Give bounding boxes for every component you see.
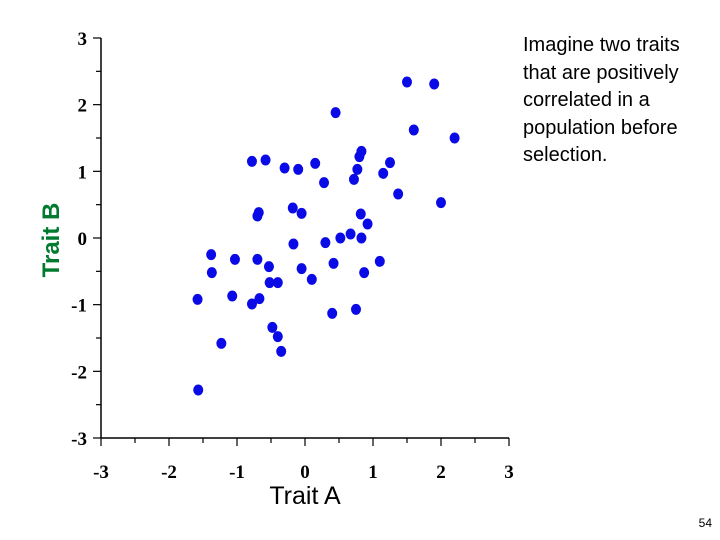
x-tick-label: 2	[436, 462, 446, 483]
data-point	[356, 232, 367, 244]
data-point	[279, 162, 290, 174]
data-point	[253, 207, 264, 219]
data-point	[216, 337, 227, 349]
data-point	[246, 298, 257, 310]
data-point	[449, 132, 460, 144]
data-point	[276, 345, 287, 357]
data-point	[252, 253, 263, 265]
data-point	[356, 145, 367, 157]
data-point	[328, 257, 339, 269]
y-axis-label: Trait B	[38, 202, 65, 278]
data-point	[293, 163, 304, 175]
data-point	[378, 167, 389, 179]
data-point	[362, 218, 373, 230]
data-point	[402, 76, 412, 88]
data-point	[206, 267, 217, 279]
x-tick-label: 3	[504, 462, 514, 483]
data-point	[374, 255, 385, 267]
data-point	[319, 177, 330, 189]
data-point	[254, 293, 265, 305]
data-point	[229, 253, 240, 265]
data-point	[327, 307, 338, 319]
data-point	[408, 124, 419, 136]
y-tick-label: 1	[78, 162, 88, 183]
data-point	[351, 303, 361, 315]
x-tick-label: -1	[229, 462, 245, 483]
data-point	[267, 321, 278, 333]
data-point	[330, 107, 341, 119]
data-point	[345, 228, 356, 240]
data-point	[296, 263, 307, 275]
data-point	[436, 197, 446, 209]
data-point	[246, 155, 257, 167]
data-point	[192, 293, 203, 305]
data-point	[359, 267, 370, 279]
data-point	[272, 331, 283, 343]
data-point	[193, 384, 204, 396]
y-tick-label: 0	[78, 229, 88, 250]
x-tick-label: 1	[368, 462, 378, 483]
data-point	[296, 207, 307, 219]
data-point	[320, 237, 331, 249]
data-point	[429, 78, 440, 90]
y-tick-label: 3	[78, 29, 88, 50]
caption-text: Imagine two traits that are positively c…	[523, 34, 680, 166]
data-point	[306, 273, 317, 285]
data-point	[260, 154, 271, 166]
data-point	[288, 238, 299, 250]
data-point	[310, 157, 321, 169]
data-point	[264, 277, 275, 289]
data-point	[227, 290, 238, 302]
y-tick-label: -2	[71, 362, 87, 383]
data-point	[206, 249, 217, 261]
data-point	[348, 173, 359, 185]
data-point	[272, 277, 283, 289]
data-point	[355, 208, 366, 220]
x-tick-label: 0	[300, 462, 310, 483]
data-point	[335, 232, 346, 244]
y-tick-label: -1	[71, 296, 87, 317]
x-tick-label: -3	[93, 462, 109, 483]
x-tick-label: -2	[161, 462, 177, 483]
data-point	[352, 163, 363, 175]
data-point	[263, 261, 274, 273]
data-point	[393, 188, 404, 200]
data-point	[385, 157, 395, 169]
data-point	[287, 202, 298, 214]
y-tick-label: -3	[71, 429, 87, 450]
x-axis-label: Trait A	[269, 482, 341, 510]
y-tick-label: 2	[78, 96, 88, 117]
page-number: 54	[698, 516, 712, 530]
